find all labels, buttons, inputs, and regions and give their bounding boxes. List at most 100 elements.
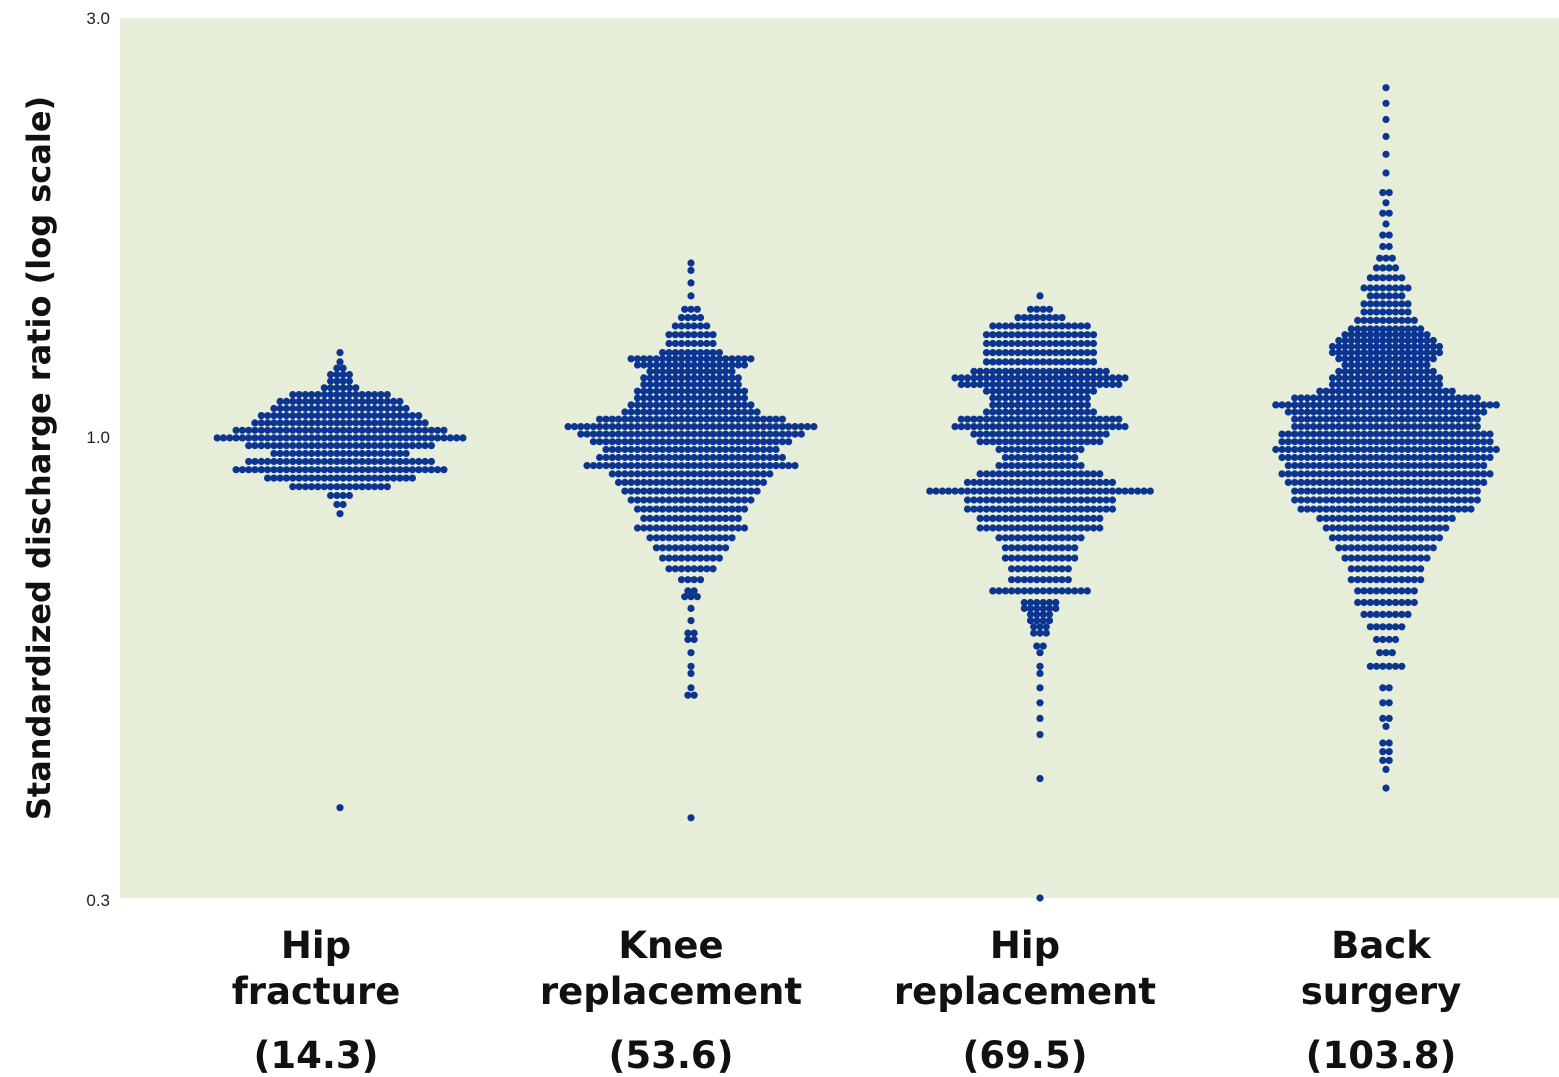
data-point [1303, 470, 1311, 478]
data-point [1064, 322, 1072, 330]
data-point [352, 434, 360, 442]
data-point [1045, 478, 1054, 486]
data-point [1309, 423, 1318, 431]
data-point [640, 445, 648, 454]
data-point [1020, 339, 1028, 348]
data-point [709, 544, 717, 552]
data-point [1391, 610, 1400, 619]
data-point [1335, 430, 1343, 438]
data-point [345, 474, 353, 482]
data-point [295, 426, 303, 434]
data-point [1036, 669, 1044, 678]
data-point [963, 496, 972, 504]
data-point [1089, 339, 1098, 348]
data-point [747, 408, 755, 416]
data-point [722, 524, 730, 532]
data-point [1014, 349, 1022, 357]
data-point [690, 387, 698, 395]
data-point [1284, 438, 1292, 446]
data-point [696, 367, 705, 375]
data-point [957, 415, 965, 423]
data-point [1473, 453, 1481, 462]
data-point [1372, 505, 1381, 513]
data-point [232, 466, 240, 474]
data-point [696, 355, 705, 363]
data-point [1360, 325, 1368, 333]
data-point [1297, 445, 1305, 454]
data-point [1379, 380, 1387, 389]
data-point [1354, 349, 1362, 357]
data-point [1008, 445, 1016, 454]
data-point [1077, 445, 1085, 454]
data-point [1360, 496, 1368, 504]
data-point [1316, 423, 1324, 431]
data-point [282, 449, 290, 458]
data-point [1410, 514, 1418, 523]
data-point [1008, 387, 1016, 395]
data-point [301, 404, 309, 413]
data-point [1372, 274, 1381, 282]
data-point [364, 397, 372, 405]
data-point [690, 314, 698, 322]
data-point [1284, 445, 1292, 454]
data-point [1014, 544, 1022, 552]
data-point [1360, 514, 1368, 523]
data-point [339, 457, 347, 466]
data-point [1341, 415, 1349, 423]
data-point [1020, 565, 1028, 573]
data-point [1382, 132, 1390, 141]
data-point [1404, 438, 1412, 446]
data-point [245, 466, 253, 474]
data-point [1366, 576, 1374, 584]
data-point [976, 496, 984, 504]
data-point [270, 404, 278, 413]
data-point [640, 415, 648, 423]
data-point [1391, 430, 1400, 438]
data-point [665, 394, 673, 402]
data-point [427, 457, 435, 466]
data-point [1366, 430, 1374, 438]
data-point [1360, 544, 1368, 552]
data-point [995, 367, 1003, 375]
data-point [602, 462, 610, 470]
data-point [408, 474, 416, 482]
data-point [1008, 524, 1016, 532]
data-point [371, 483, 379, 491]
data-point [690, 331, 698, 339]
data-point [1064, 438, 1072, 446]
data-point [740, 415, 749, 423]
data-point [1366, 284, 1374, 292]
data-point [421, 419, 429, 427]
data-point [1379, 189, 1387, 197]
data-point [665, 415, 673, 423]
data-point [1039, 394, 1047, 402]
data-point [1033, 387, 1041, 395]
data-point [1001, 415, 1010, 423]
data-point [1033, 617, 1041, 625]
data-point [602, 445, 610, 454]
data-point [687, 279, 695, 287]
data-point [1467, 394, 1475, 402]
data-point [995, 505, 1003, 513]
data-point [1360, 587, 1368, 595]
data-point [1014, 339, 1022, 348]
data-point [352, 483, 360, 491]
data-point [633, 408, 642, 416]
data-point [276, 442, 284, 450]
data-point [371, 404, 379, 413]
data-point [345, 449, 353, 458]
data-point [358, 449, 366, 458]
data-point [1398, 587, 1406, 595]
data-point [1064, 430, 1072, 438]
data-point [970, 430, 978, 438]
data-point [687, 617, 695, 625]
data-point [687, 662, 695, 670]
data-point [728, 524, 736, 532]
data-point [1052, 314, 1060, 322]
data-point [1335, 478, 1343, 486]
data-point [709, 462, 717, 470]
data-point [665, 339, 673, 348]
data-point [671, 415, 679, 423]
data-point [1417, 554, 1425, 562]
data-point [1391, 598, 1400, 607]
